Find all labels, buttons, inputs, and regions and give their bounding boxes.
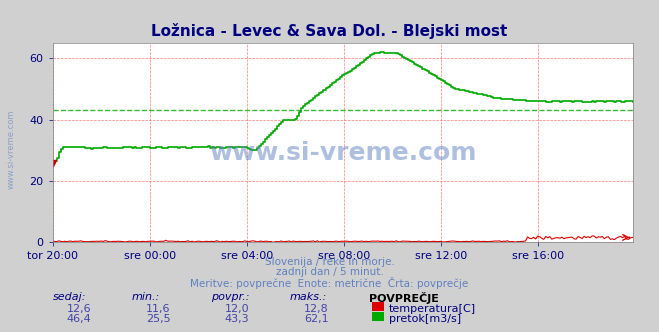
Text: 11,6: 11,6 <box>146 304 171 314</box>
Text: POVPREČJE: POVPREČJE <box>369 292 439 304</box>
Text: Meritve: povprečne  Enote: metrične  Črta: povprečje: Meritve: povprečne Enote: metrične Črta:… <box>190 277 469 289</box>
Text: 12,0: 12,0 <box>225 304 250 314</box>
Text: 12,8: 12,8 <box>304 304 329 314</box>
Text: 46,4: 46,4 <box>67 314 92 324</box>
Text: maks.:: maks.: <box>290 292 328 302</box>
Text: Slovenija / reke in morje.: Slovenija / reke in morje. <box>264 257 395 267</box>
Text: 62,1: 62,1 <box>304 314 329 324</box>
Text: 12,6: 12,6 <box>67 304 92 314</box>
Text: www.si-vreme.com: www.si-vreme.com <box>209 141 476 165</box>
Text: Ložnica - Levec & Sava Dol. - Blejski most: Ložnica - Levec & Sava Dol. - Blejski mo… <box>152 23 507 39</box>
Text: www.si-vreme.com: www.si-vreme.com <box>7 110 16 189</box>
Text: 43,3: 43,3 <box>225 314 250 324</box>
Text: 25,5: 25,5 <box>146 314 171 324</box>
Text: sedaj:: sedaj: <box>53 292 86 302</box>
Text: min.:: min.: <box>132 292 160 302</box>
Text: pretok[m3/s]: pretok[m3/s] <box>389 314 461 324</box>
Text: temperatura[C]: temperatura[C] <box>389 304 476 314</box>
Text: zadnji dan / 5 minut.: zadnji dan / 5 minut. <box>275 267 384 277</box>
Text: povpr.:: povpr.: <box>211 292 249 302</box>
